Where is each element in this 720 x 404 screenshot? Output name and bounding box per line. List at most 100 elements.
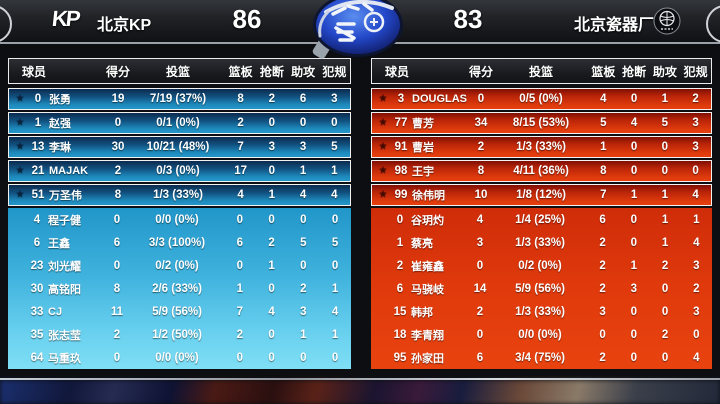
field-goal-value: 10/21 (48%) [146, 141, 210, 153]
player-number: 95 [393, 351, 407, 364]
points-value: 8 [477, 165, 485, 177]
player-number-cell: ★ 98 [372, 165, 412, 177]
fouls-value: 1 [331, 165, 338, 177]
steals-value: 0 [630, 165, 638, 177]
field-goal-value: 2/6 (33%) [152, 282, 202, 295]
steals-value: 2 [268, 236, 275, 249]
rebounds-value: 4 [600, 93, 607, 105]
player-number-cell: ★ 21 [9, 165, 49, 177]
col-shooting: 投篮 [165, 64, 190, 79]
points-value: 6 [476, 351, 484, 364]
player-row: 23 刘光耀 0 0/2 (0%) 0 1 0 0 [8, 254, 351, 277]
steals-value: 0 [268, 117, 276, 129]
rebounds-value: 1 [600, 141, 607, 153]
fouls-value: 1 [693, 213, 700, 226]
player-row: 18 李青翔 0 0/0 (0%) 0 0 2 0 [371, 323, 712, 346]
steals-value: 3 [630, 282, 638, 295]
steals-value: 4 [630, 117, 638, 129]
fouls-value: 4 [693, 351, 700, 364]
rebounds-value: 17 [234, 165, 248, 177]
points-value: 0 [113, 213, 121, 226]
rebounds-value: 6 [599, 213, 606, 226]
col-points: 得分 [468, 64, 493, 79]
player-row: ★ 21 MAJAK 2 0/3 (0%) 17 0 1 1 [8, 160, 351, 182]
points-value: 10 [474, 189, 488, 201]
rebounds-value: 4 [237, 189, 244, 201]
player-number-cell: ★ 13 [9, 141, 49, 153]
scoreboard-bar: KP 北京KP 86 83 北京瓷器厂 [0, 0, 720, 59]
rebounds-value: 0 [236, 351, 244, 364]
player-name: 曹岩 [412, 142, 434, 154]
points-value: 2 [476, 305, 484, 318]
field-goal-value: 0/3 (0%) [156, 165, 200, 177]
points-value: 2 [477, 141, 485, 153]
field-goal-value: 0/2 (0%) [518, 259, 562, 272]
assists-value: 1 [300, 328, 307, 341]
player-number-cell: ★ 51 [9, 189, 49, 201]
player-row: ★ 0 张勇 19 7/19 (37%) 8 2 6 3 [8, 88, 351, 110]
rebounds-value: 0 [599, 328, 606, 341]
player-name: 徐伟明 [412, 190, 445, 202]
starter-rows: ★ 3 DOUGLAS 0 0/5 (0%) 4 0 1 2 ★ 77 曹芳 34 8/15 (53%) 5… [371, 88, 712, 206]
starter-rows: ★ 0 张勇 19 7/19 (37%) 8 2 6 3 ★ 1 赵强 0 0/1 (0%) 2 0 0 0 ★ 13… [8, 88, 351, 206]
field-goal-value: 0/1 (0%) [156, 117, 200, 129]
player-number-cell: ★ 3 [372, 93, 412, 105]
assists-value: 1 [661, 93, 669, 105]
rebounds-value: 0 [236, 213, 244, 226]
player-name: 李青翔 [411, 329, 444, 342]
fouls-value: 3 [693, 305, 700, 318]
left-team-logo-icon: KP [50, 6, 80, 31]
assists-value: 0 [661, 165, 669, 177]
star-icon: ★ [378, 189, 388, 200]
player-number: 99 [394, 189, 408, 201]
rebounds-value: 7 [237, 141, 244, 153]
table-header: 球员 得分 投篮 篮板 抢断 助攻 犯规 [371, 58, 712, 84]
col-assists: 助攻 [291, 64, 316, 79]
player-name: 蔡亮 [411, 237, 433, 250]
player-number-cell: 23 [8, 260, 48, 272]
table-header: 球员 得分 投篮 篮板 抢断 助攻 犯规 [8, 58, 351, 84]
player-row: ★ 1 赵强 0 0/1 (0%) 2 0 0 0 [8, 112, 351, 134]
player-number-cell: ★ 1 [9, 117, 49, 129]
player-number-cell: ★ 77 [372, 117, 412, 129]
rebounds-value: 3 [599, 305, 606, 318]
star-icon: ★ [378, 141, 388, 152]
field-goal-value: 0/0 (0%) [155, 351, 199, 364]
player-number-cell: ★ 99 [372, 189, 412, 201]
rebounds-value: 6 [236, 236, 244, 249]
field-goal-value: 0/2 (0%) [155, 259, 199, 272]
fouls-value: 3 [692, 141, 699, 153]
points-value: 3 [476, 236, 484, 249]
assists-value: 0 [661, 351, 669, 364]
fouls-value: 0 [692, 165, 699, 177]
field-goal-value: 1/3 (33%) [515, 236, 565, 249]
assists-value: 1 [299, 165, 307, 177]
steals-value: 3 [268, 141, 276, 153]
points-value: 2 [114, 165, 122, 177]
player-number: 15 [393, 305, 407, 318]
assists-value: 0 [300, 213, 307, 226]
assists-value: 3 [299, 141, 307, 153]
points-value: 4 [476, 213, 484, 226]
col-assists: 助攻 [652, 64, 677, 79]
left-team-score: 86 [232, 4, 262, 34]
steals-value: 4 [268, 305, 275, 318]
player-number-cell: 6 [8, 237, 48, 249]
star-icon: ★ [378, 93, 388, 104]
field-goal-value: 1/8 (12%) [516, 189, 566, 201]
col-steals: 抢断 [259, 64, 284, 79]
player-row: 64 马重玖 0 0/0 (0%) 0 0 0 0 [8, 346, 351, 369]
assists-value: 1 [661, 213, 669, 226]
player-number: 30 [30, 282, 44, 295]
col-points: 得分 [105, 64, 130, 79]
assists-value: 2 [300, 282, 307, 295]
col-shooting: 投篮 [528, 64, 553, 79]
points-value: 8 [114, 189, 122, 201]
assists-value: 2 [661, 328, 669, 341]
player-number-cell: 30 [8, 283, 48, 295]
star-icon: ★ [15, 93, 25, 104]
assists-value: 0 [661, 141, 669, 153]
assists-value: 3 [300, 305, 307, 318]
player-number-cell: 2 [371, 260, 411, 272]
